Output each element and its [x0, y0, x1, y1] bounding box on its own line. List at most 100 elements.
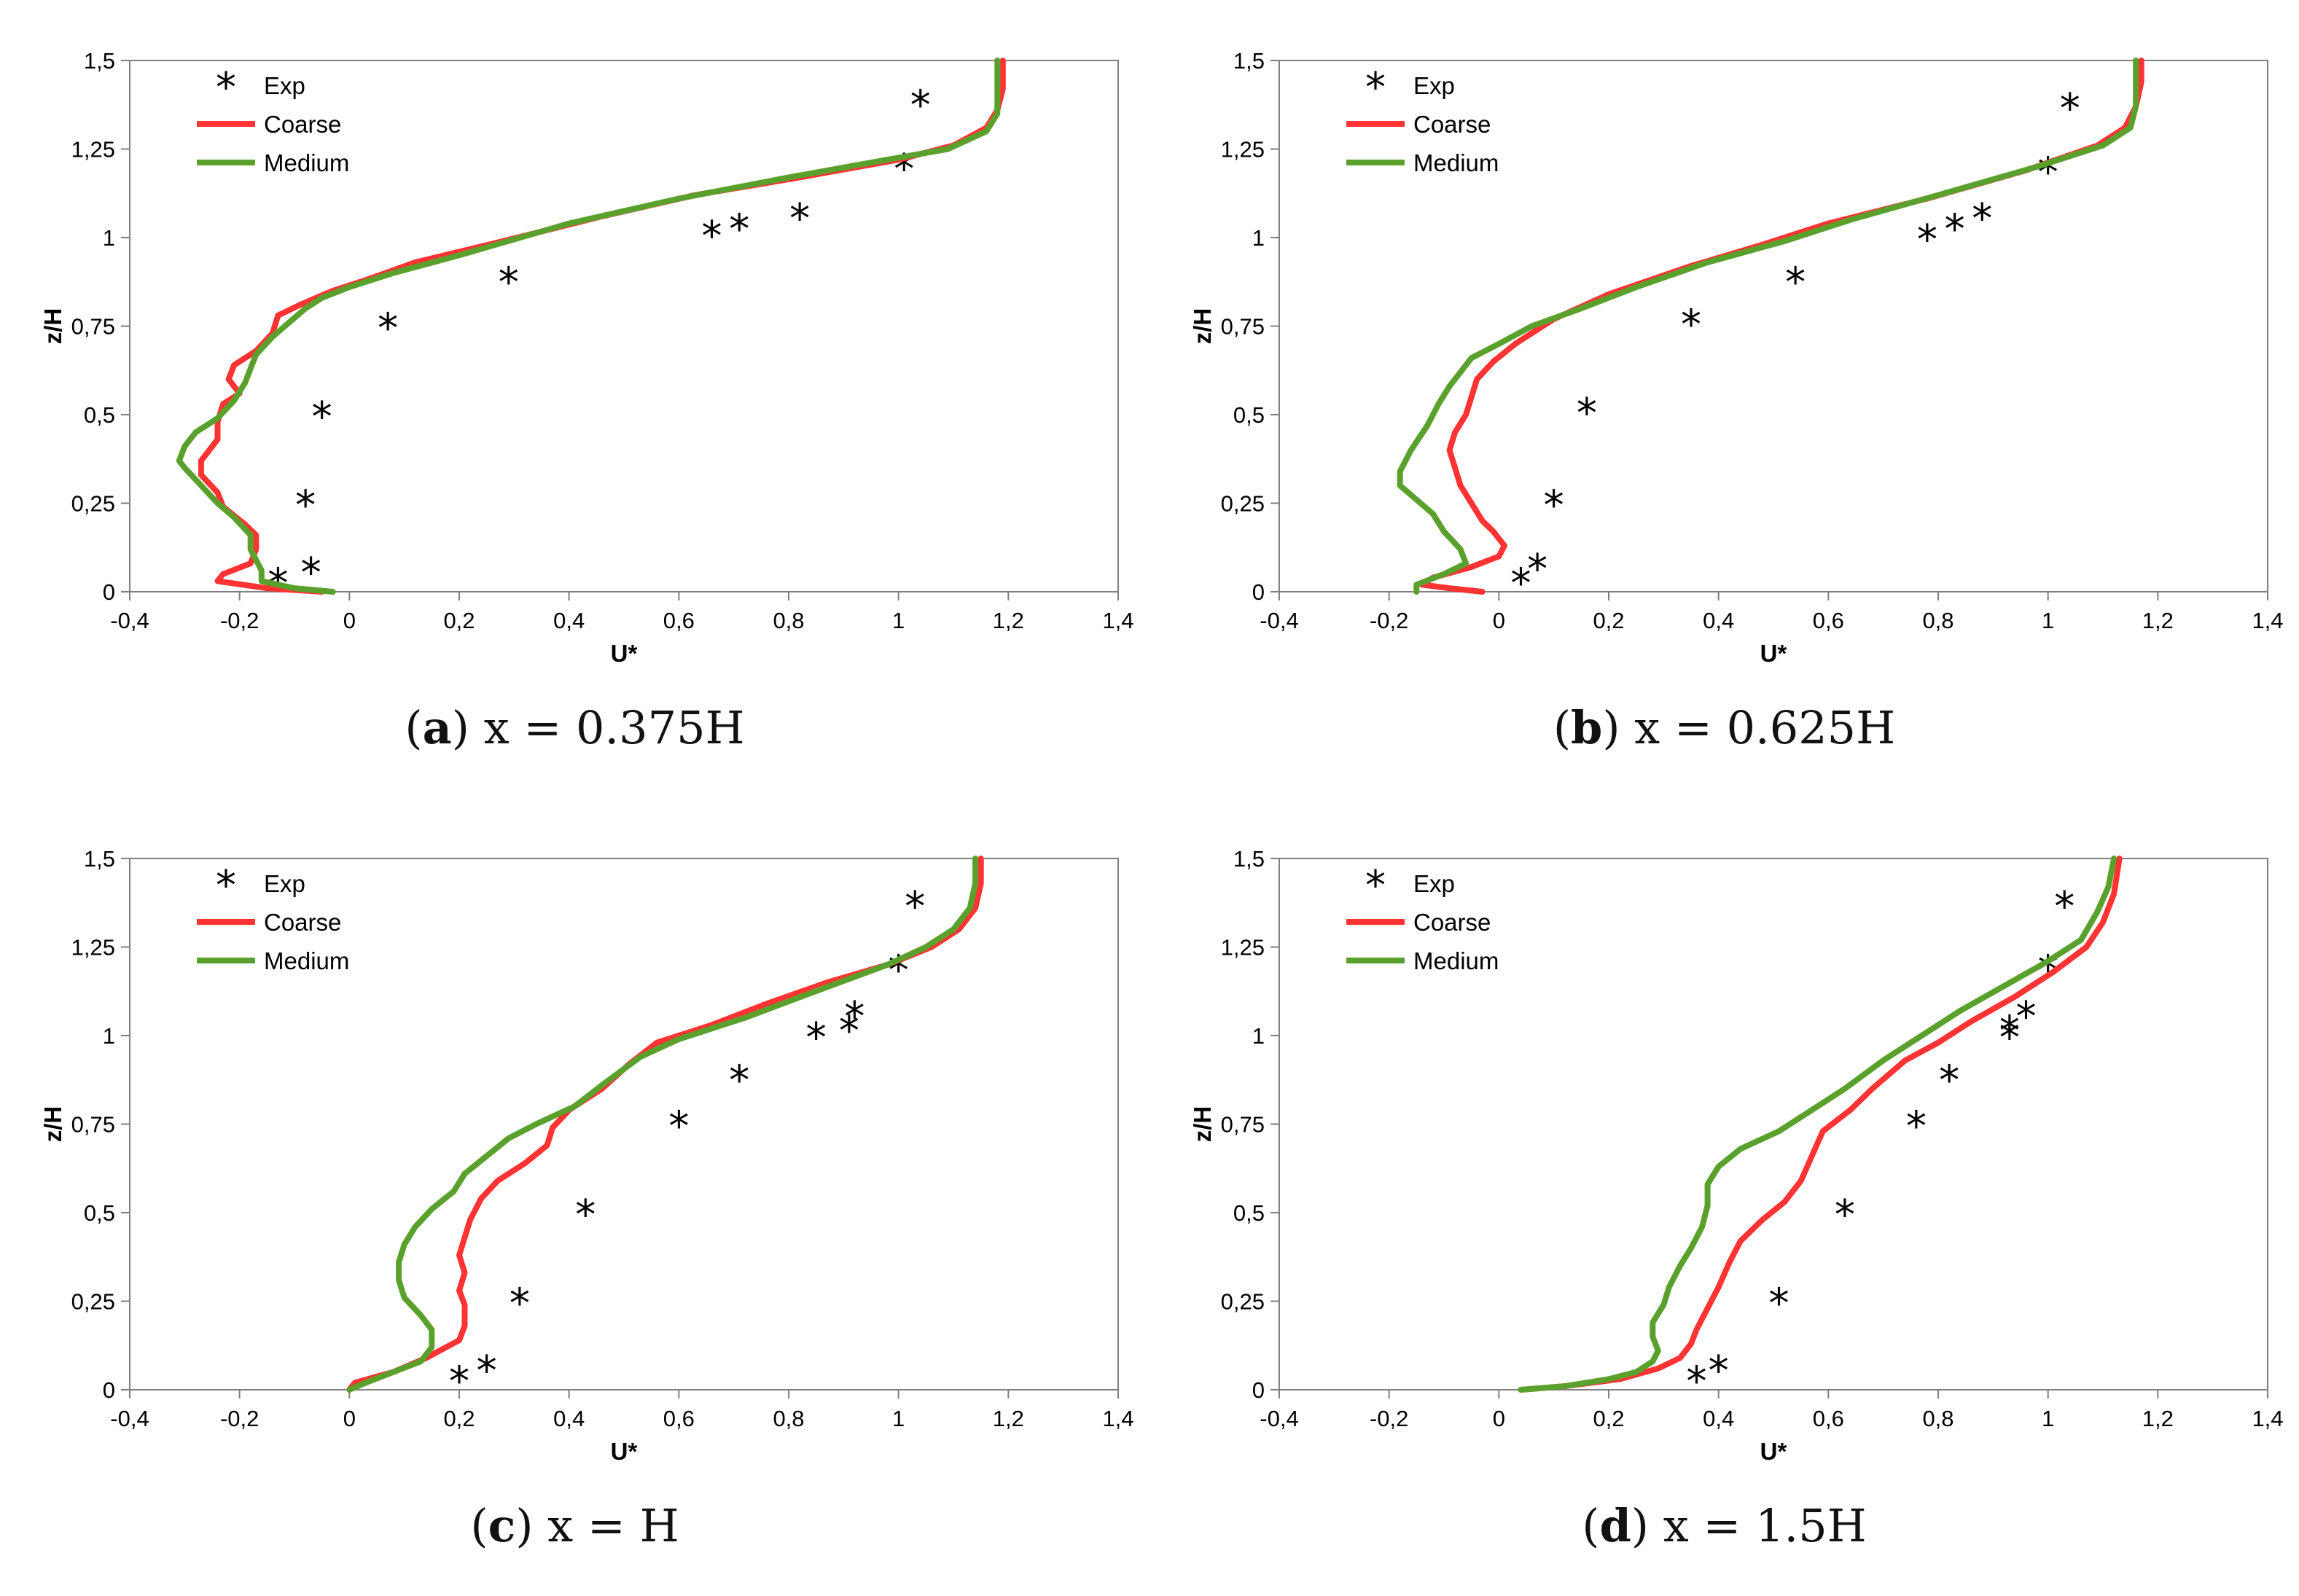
x-tick-label: -0,4 [1260, 608, 1298, 633]
data-point-exp: * [1769, 1280, 1789, 1328]
x-axis-label: U* [611, 1438, 638, 1465]
x-tick-label: 0,4 [553, 1406, 585, 1431]
x-tick-label: 0,4 [1703, 1406, 1734, 1431]
y-tick-label: 1 [1252, 1023, 1265, 1049]
chart-panel-c: -0,4 -0,2 0 0,2 0,4 0,6 0,8 1 1,2 1,4 0 0,25 0,5 0,75… [0, 798, 1150, 1596]
y-tick-label: 0,5 [84, 1200, 115, 1226]
x-tick-label: 0,6 [663, 608, 695, 633]
data-point-exp: * [1835, 1192, 1855, 1239]
data-point-exp: * [910, 82, 931, 129]
data-point-exp: * [1939, 1057, 1959, 1104]
x-tick-label: 1,4 [1102, 1406, 1133, 1431]
y-tick-label: 0,5 [1233, 402, 1265, 428]
y-axis-label: z/H [1189, 1106, 1216, 1143]
data-point-exp: * [378, 305, 398, 353]
data-point-exp: * [1577, 390, 1597, 437]
series-line-coarse [346, 856, 984, 1393]
legend-label-exp: Exp [1413, 72, 1455, 99]
data-point-exp: * [312, 394, 332, 441]
x-tick-label: -0,4 [110, 608, 149, 633]
legend-label-coarse: Coarse [1413, 909, 1491, 936]
y-tick-label: 0 [1252, 1377, 1265, 1403]
data-point-exp: * [1527, 546, 1547, 593]
data-point-exp: * [2016, 993, 2037, 1041]
legend-label-medium: Medium [1413, 149, 1499, 176]
x-tick-label: 0,6 [1813, 1406, 1844, 1431]
caption-label-b: b [1571, 701, 1603, 754]
x-tick-label: 0,4 [1703, 608, 1734, 633]
chart-svg-c: -0,4 -0,2 0 0,2 0,4 0,6 0,8 1 1,2 1,4 0 0,25 0,5 0,75… [39, 846, 1134, 1465]
y-tick-label: 0,5 [1233, 1200, 1265, 1226]
legend-marker-exp: * [216, 64, 236, 112]
x-tick-label: 1 [892, 608, 905, 633]
y-tick-label: 0,5 [84, 402, 115, 428]
data-point-exp: * [2054, 883, 2074, 931]
y-tick-label: 1,5 [84, 48, 115, 74]
data-point-exp: * [844, 993, 864, 1041]
caption-text-b: x = 0.625H [1634, 701, 1896, 754]
series-line-coarse [1518, 856, 2123, 1393]
y-tick-label: 1,5 [1233, 48, 1265, 74]
y-tick-label: 0,25 [71, 491, 115, 517]
x-tick-label: 1 [2042, 608, 2054, 633]
caption-d: (d) x = 1.5H [1582, 1499, 1867, 1552]
caption-a: (a) x = 0.375H [405, 701, 745, 754]
x-tick-label: 1,4 [2252, 608, 2283, 633]
data-point-exp: * [789, 195, 810, 243]
legend-label-exp: Exp [264, 870, 305, 897]
legend-marker-exp: * [1365, 862, 1386, 910]
x-tick-label: -0,2 [1370, 608, 1408, 633]
data-point-exp: * [839, 1007, 859, 1055]
x-tick-label: -0,4 [110, 1406, 149, 1431]
data-point-exp: * [1544, 482, 1564, 530]
legend-label-exp: Exp [264, 72, 305, 99]
x-tick-label: 0,2 [1593, 1406, 1624, 1431]
caption-label-a: a [422, 701, 452, 754]
legend-label-coarse: Coarse [264, 909, 341, 936]
x-tick-label: 0,2 [443, 1406, 475, 1431]
x-axis-label: U* [611, 640, 638, 667]
series-line-medium [1518, 856, 2118, 1393]
chart-svg-a: -0,4 -0,2 0 0,2 0,4 0,6 0,8 1 1,2 1,4 0 0,25 0,5 0,75… [39, 48, 1134, 667]
data-point-exp: * [1785, 259, 1806, 306]
y-axis-label: z/H [39, 308, 66, 345]
x-tick-label: 0,6 [1813, 608, 1844, 633]
x-tick-label: 0,8 [773, 1406, 804, 1431]
y-tick-label: 1,5 [1233, 846, 1265, 872]
plot-area-frame [129, 858, 1119, 1390]
y-tick-label: 1 [1252, 225, 1265, 251]
data-point-exp: * [1972, 195, 1992, 243]
x-tick-label: 0 [343, 608, 356, 633]
series-line-medium [1397, 58, 2139, 595]
caption-label-c: c [488, 1499, 516, 1552]
data-point-exp: * [1687, 1358, 1707, 1405]
x-tick-label: 0 [343, 1406, 356, 1431]
data-point-exp: * [295, 482, 316, 530]
x-tick-label: 0,4 [553, 608, 585, 633]
y-axis-label: z/H [1189, 308, 1216, 345]
x-tick-label: 0,8 [1922, 608, 1953, 633]
chart-svg-d: -0,4 -0,2 0 0,2 0,4 0,6 0,8 1 1,2 1,4 0 0,25 0,5 0,75… [1189, 846, 2284, 1465]
chart-panel-b: -0,4 -0,2 0 0,2 0,4 0,6 0,8 1 1,2 1,4 0 0,25 0,5 0,75… [1150, 0, 2299, 798]
legend-label-coarse: Coarse [1413, 111, 1491, 138]
data-point-exp: * [1681, 302, 1701, 349]
x-axis-label: U* [1760, 1438, 1787, 1465]
x-tick-label: 1,4 [2252, 1406, 2283, 1431]
chart-svg-b: -0,4 -0,2 0 0,2 0,4 0,6 0,8 1 1,2 1,4 0 0,25 0,5 0,75… [1189, 48, 2284, 667]
x-tick-label: 1 [892, 1406, 905, 1431]
data-point-exp: * [729, 1057, 749, 1104]
data-point-exp: * [449, 1358, 469, 1405]
data-point-exp: * [2038, 149, 2058, 197]
y-tick-label: 0 [103, 579, 115, 605]
x-tick-label: 1,2 [2142, 608, 2174, 633]
x-tick-label: 0,8 [1922, 1406, 1953, 1431]
y-tick-label: 1,5 [84, 846, 115, 872]
y-tick-label: 0,75 [71, 1112, 115, 1138]
x-tick-label: 0,2 [443, 608, 475, 633]
legend-marker-exp: * [216, 862, 236, 910]
y-tick-label: 0,75 [71, 314, 115, 340]
y-tick-label: 1 [103, 225, 115, 251]
data-point-exp: * [2060, 85, 2080, 133]
legend-label-medium: Medium [1413, 947, 1499, 974]
data-point-exp: * [1709, 1347, 1729, 1395]
